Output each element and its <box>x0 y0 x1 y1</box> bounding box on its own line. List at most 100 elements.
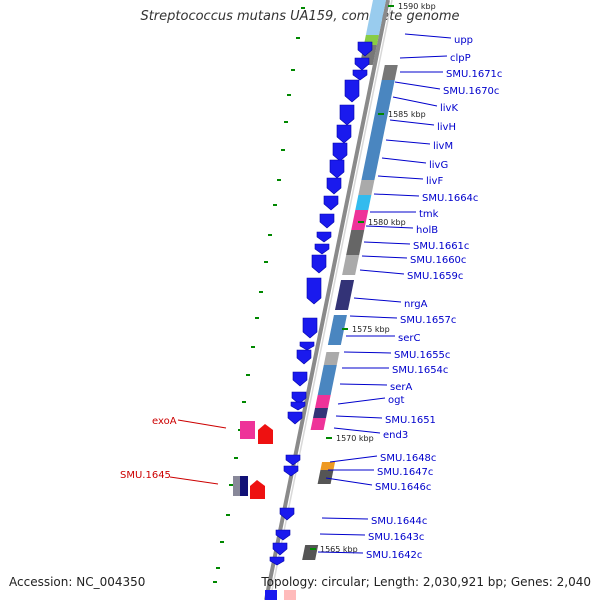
gene-arrow <box>332 142 348 162</box>
feature-segment <box>381 65 398 80</box>
leader-line <box>404 33 452 39</box>
leader-line <box>317 551 364 554</box>
gene-label: livF <box>426 176 443 187</box>
gene-label: livG <box>429 160 448 171</box>
gene-arrow <box>329 159 345 179</box>
gene-arrow <box>352 69 368 81</box>
leader-line <box>319 533 366 536</box>
feature-segment <box>334 280 355 310</box>
leader-line-left <box>177 419 227 429</box>
gene-arrow <box>319 213 335 229</box>
gene-label: upp <box>454 35 473 46</box>
leader-line <box>337 397 386 405</box>
gene-arrow <box>339 104 355 126</box>
gene-arrow-red <box>258 424 273 444</box>
leader-line-left <box>169 476 219 485</box>
leader-line <box>381 157 427 164</box>
leader-line <box>389 119 435 126</box>
gene-arrow <box>292 371 308 387</box>
leader-line <box>325 477 373 486</box>
gene-arrow <box>269 556 285 566</box>
gene-label: SMU.1643c <box>368 532 424 543</box>
kbp-marks: 1590 kbp 1585 kbp 1580 kbp 1575 kbp 1570 kbp… <box>310 2 436 554</box>
gene-label: SMU.1670c <box>443 86 499 97</box>
gene-arrow <box>336 124 352 144</box>
feature-segment <box>358 180 375 195</box>
gene-arrow <box>344 79 360 103</box>
kbp-label: 1565 kbp <box>320 545 358 554</box>
gene-label: SMU.1644c <box>371 516 427 527</box>
leader-line <box>353 297 402 303</box>
feature-segment <box>317 365 337 395</box>
gene-box-exoA <box>240 421 255 439</box>
leader-line <box>363 241 411 245</box>
gene-label: clpP <box>450 53 471 64</box>
gene-label: nrgA <box>404 299 428 310</box>
gene-labels: upp clpP SMU.1671c SMU.1670c livK livH livM liv… <box>120 33 502 561</box>
gene-label-left: exoA <box>152 416 177 427</box>
gene-arrow <box>285 454 301 466</box>
gene-arrow <box>275 529 291 541</box>
leader-line <box>359 269 405 275</box>
gene-arrow <box>287 411 303 425</box>
feature-segment <box>320 462 336 470</box>
gene-label: tmk <box>419 209 439 220</box>
gene-label: livM <box>433 141 453 152</box>
gene-arrow <box>279 507 295 521</box>
gene-label: SMU.1648c <box>380 453 436 464</box>
kbp-label: 1570 kbp <box>336 434 374 443</box>
feature-segment <box>310 418 327 430</box>
kbp-label: 1575 kbp <box>352 325 390 334</box>
gene-arrows <box>233 41 373 600</box>
gene-label: end3 <box>383 430 408 441</box>
leader-line <box>365 225 414 229</box>
leader-line <box>394 81 441 90</box>
gene-arrow <box>314 243 330 255</box>
gene-arrow <box>357 41 373 57</box>
feature-segment <box>365 0 386 35</box>
gene-label: SMU.1657c <box>400 315 456 326</box>
leader-line <box>361 255 408 259</box>
gene-arrow-red <box>250 480 265 499</box>
gene-label: SMU.1660c <box>410 255 466 266</box>
backbone-highlight <box>269 0 393 600</box>
leader-line <box>343 351 392 354</box>
gene-label: serC <box>398 333 420 344</box>
gene-arrow <box>283 465 299 477</box>
gene-box-grey <box>233 476 243 496</box>
gene-arrow <box>354 57 370 71</box>
feature-segment <box>355 195 372 210</box>
gene-label: SMU.1664c <box>422 193 478 204</box>
gene-arrow <box>311 254 327 274</box>
leader-line <box>333 427 381 434</box>
feature-segment <box>315 395 331 408</box>
feature-segment <box>361 80 395 180</box>
leader-line <box>385 139 431 145</box>
feature-segment <box>284 590 296 600</box>
leader-line <box>377 175 424 180</box>
gene-label: ogt <box>388 395 404 406</box>
gene-label: SMU.1642c <box>366 550 422 561</box>
gene-box-navy <box>240 476 248 496</box>
gene-label: SMU.1654c <box>392 365 448 376</box>
gene-label: holB <box>416 225 438 236</box>
leader-line <box>399 55 448 59</box>
feature-segment <box>317 470 334 484</box>
leader-line <box>335 415 383 419</box>
gene-arrow <box>291 391 307 405</box>
feature-segment <box>346 230 365 255</box>
genome-backbone <box>264 0 390 600</box>
gene-arrow <box>299 341 315 351</box>
gene-arrow <box>290 401 306 411</box>
gene-label: SMU.1659c <box>407 271 463 282</box>
leader-line <box>329 455 378 463</box>
accession-text: Accession: NC_004350 <box>9 575 146 589</box>
feature-segment <box>302 545 319 560</box>
gene-label: SMU.1661c <box>413 241 469 252</box>
gene-label: livK <box>440 103 458 114</box>
gene-arrow <box>316 231 332 243</box>
leader-line <box>339 383 388 386</box>
feature-segment <box>323 352 340 365</box>
feature-segment <box>313 408 329 418</box>
